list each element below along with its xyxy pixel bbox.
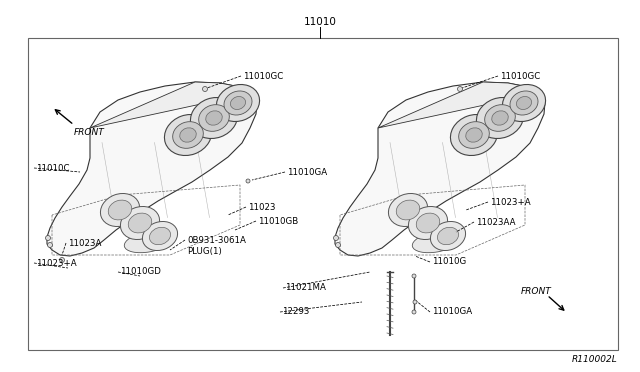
Text: 11010C: 11010C — [36, 164, 70, 173]
Text: 11010GC: 11010GC — [500, 71, 540, 80]
Ellipse shape — [492, 111, 508, 125]
Text: 11023+A: 11023+A — [490, 198, 531, 206]
Ellipse shape — [431, 221, 465, 250]
Circle shape — [413, 300, 417, 304]
Ellipse shape — [451, 115, 497, 155]
Ellipse shape — [408, 206, 447, 240]
Text: 11023A: 11023A — [68, 238, 101, 247]
Text: 12293: 12293 — [282, 308, 309, 317]
Text: 11023+A: 11023+A — [36, 259, 77, 267]
Ellipse shape — [180, 128, 196, 142]
Polygon shape — [47, 82, 257, 256]
Circle shape — [412, 274, 416, 278]
Ellipse shape — [412, 231, 460, 253]
Ellipse shape — [510, 91, 538, 115]
Text: 11021MA: 11021MA — [285, 283, 326, 292]
Text: 11010G: 11010G — [432, 257, 467, 266]
Text: PLUG(1): PLUG(1) — [187, 247, 221, 256]
Ellipse shape — [124, 231, 172, 253]
Circle shape — [412, 310, 416, 314]
Text: FRONT: FRONT — [74, 128, 105, 137]
Circle shape — [45, 235, 51, 241]
Text: 11010GC: 11010GC — [243, 71, 284, 80]
Ellipse shape — [120, 206, 159, 240]
Polygon shape — [378, 82, 540, 128]
Circle shape — [60, 257, 65, 263]
Circle shape — [47, 243, 52, 247]
Ellipse shape — [150, 227, 170, 245]
Text: FRONT: FRONT — [521, 288, 552, 296]
Text: 11010GA: 11010GA — [287, 167, 327, 176]
Ellipse shape — [191, 97, 237, 138]
Ellipse shape — [216, 84, 260, 122]
Ellipse shape — [466, 128, 483, 142]
Ellipse shape — [476, 97, 524, 138]
Circle shape — [333, 235, 339, 241]
Polygon shape — [335, 82, 545, 256]
Text: R110002L: R110002L — [572, 355, 618, 364]
Ellipse shape — [484, 105, 515, 131]
Text: 11010GA: 11010GA — [432, 308, 472, 317]
Bar — [28, 38, 618, 350]
Circle shape — [202, 87, 207, 92]
Ellipse shape — [108, 200, 132, 220]
Ellipse shape — [173, 122, 204, 148]
Ellipse shape — [198, 105, 229, 131]
Text: 11023: 11023 — [248, 202, 275, 212]
Ellipse shape — [416, 213, 440, 233]
Ellipse shape — [143, 221, 177, 250]
Ellipse shape — [388, 193, 428, 227]
Ellipse shape — [100, 193, 140, 227]
Text: 11010: 11010 — [303, 17, 337, 27]
Circle shape — [246, 179, 250, 183]
Ellipse shape — [230, 96, 246, 109]
Ellipse shape — [224, 91, 252, 115]
Text: 11010GD: 11010GD — [120, 267, 161, 276]
Ellipse shape — [438, 227, 458, 245]
Ellipse shape — [205, 111, 222, 125]
Ellipse shape — [502, 84, 545, 122]
Text: 11010GB: 11010GB — [258, 217, 298, 225]
Circle shape — [335, 243, 340, 247]
Polygon shape — [90, 82, 252, 128]
Circle shape — [458, 87, 463, 92]
Ellipse shape — [516, 96, 532, 109]
Ellipse shape — [164, 115, 212, 155]
Ellipse shape — [128, 213, 152, 233]
Text: 11023AA: 11023AA — [476, 218, 515, 227]
Ellipse shape — [459, 122, 490, 148]
Text: 0B931-3061A: 0B931-3061A — [187, 235, 246, 244]
Ellipse shape — [396, 200, 420, 220]
